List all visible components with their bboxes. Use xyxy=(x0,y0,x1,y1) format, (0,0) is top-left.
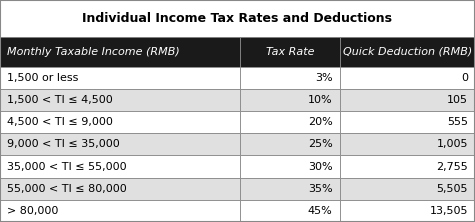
Bar xyxy=(0,37,240,67)
Text: 5,505: 5,505 xyxy=(437,184,468,194)
Text: 105: 105 xyxy=(447,95,468,105)
Bar xyxy=(240,89,340,111)
Bar xyxy=(240,178,340,200)
Bar xyxy=(340,200,475,222)
Text: 30%: 30% xyxy=(308,161,332,172)
Bar xyxy=(0,89,240,111)
Bar xyxy=(240,155,340,178)
Bar xyxy=(340,155,475,178)
Bar xyxy=(0,200,240,222)
Text: Tax Rate: Tax Rate xyxy=(266,47,314,57)
Text: 55,000 < TI ≤ 80,000: 55,000 < TI ≤ 80,000 xyxy=(7,184,127,194)
Text: 3%: 3% xyxy=(315,73,332,83)
Text: 9,000 < TI ≤ 35,000: 9,000 < TI ≤ 35,000 xyxy=(7,139,120,149)
Text: 35%: 35% xyxy=(308,184,332,194)
Bar xyxy=(0,155,240,178)
Text: 1,500 < TI ≤ 4,500: 1,500 < TI ≤ 4,500 xyxy=(7,95,113,105)
Text: 2,755: 2,755 xyxy=(436,161,468,172)
Text: 555: 555 xyxy=(447,117,468,127)
Text: 35,000 < TI ≤ 55,000: 35,000 < TI ≤ 55,000 xyxy=(7,161,127,172)
Bar xyxy=(0,111,240,133)
Bar xyxy=(340,178,475,200)
Bar xyxy=(0,133,240,155)
Text: > 80,000: > 80,000 xyxy=(7,206,58,216)
Bar xyxy=(340,111,475,133)
Bar xyxy=(240,67,340,89)
Text: Quick Deduction (RMB): Quick Deduction (RMB) xyxy=(342,47,472,57)
Bar xyxy=(340,89,475,111)
Text: 20%: 20% xyxy=(308,117,332,127)
Text: 1,005: 1,005 xyxy=(437,139,468,149)
Text: 45%: 45% xyxy=(308,206,332,216)
Bar xyxy=(240,133,340,155)
Bar xyxy=(240,200,340,222)
Text: Individual Income Tax Rates and Deductions: Individual Income Tax Rates and Deductio… xyxy=(83,12,392,25)
Bar xyxy=(240,111,340,133)
Text: 10%: 10% xyxy=(308,95,332,105)
Text: 25%: 25% xyxy=(308,139,332,149)
Bar xyxy=(340,37,475,67)
Text: 1,500 or less: 1,500 or less xyxy=(7,73,78,83)
Bar xyxy=(340,133,475,155)
Bar xyxy=(240,37,340,67)
Text: 13,505: 13,505 xyxy=(429,206,468,216)
Bar xyxy=(340,67,475,89)
Bar xyxy=(0,0,475,37)
Bar xyxy=(0,178,240,200)
Text: 0: 0 xyxy=(461,73,468,83)
Text: 4,500 < TI ≤ 9,000: 4,500 < TI ≤ 9,000 xyxy=(7,117,113,127)
Text: Monthly Taxable Income (RMB): Monthly Taxable Income (RMB) xyxy=(7,47,180,57)
Bar xyxy=(0,67,240,89)
